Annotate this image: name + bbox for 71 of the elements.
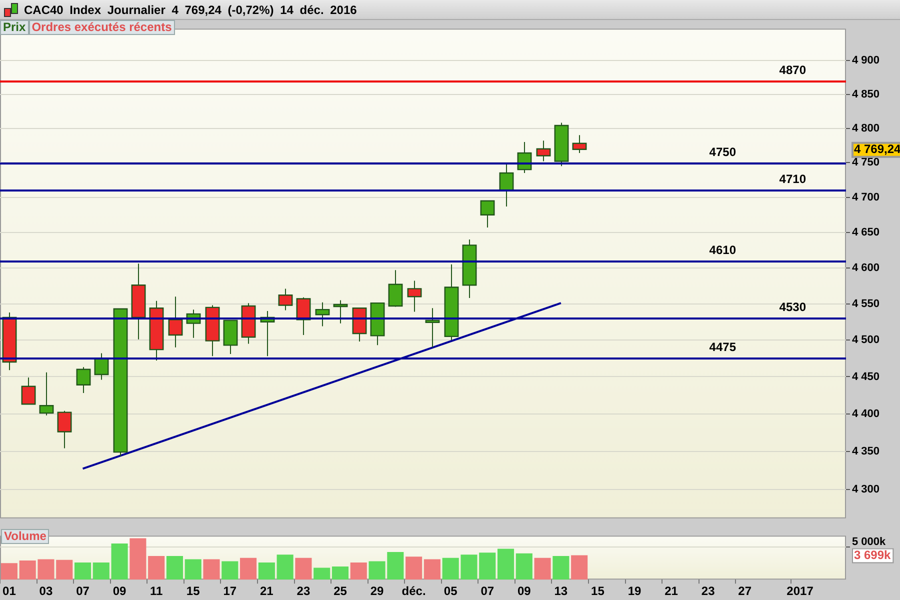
annotation: Ordres exécutés récents	[28, 20, 175, 35]
x-tick-label: déc.	[402, 584, 426, 598]
x-tick-label: 03	[39, 584, 53, 598]
ref-line-label: 4610	[709, 242, 736, 257]
x-tick-label: 23	[296, 584, 310, 598]
bar	[295, 558, 312, 580]
bar	[240, 558, 257, 580]
x-tick-label: 11	[150, 584, 163, 598]
x-tick-label: 09	[517, 584, 532, 598]
x-tick-label: 21	[664, 584, 678, 598]
chart-title: Volume	[1, 529, 50, 544]
x-tick-label: 07	[76, 584, 90, 598]
bar	[497, 548, 514, 580]
x-tick-label: 17	[223, 584, 237, 598]
bar	[552, 556, 570, 580]
bar	[571, 555, 588, 580]
x-tick-label: 15	[591, 584, 605, 598]
bar	[92, 562, 110, 580]
x-tick-label: 21	[260, 584, 274, 598]
x-tick-label: 27	[738, 584, 752, 598]
y-tick-label: 4 500	[852, 334, 880, 346]
y-tick-label: 4 350	[852, 445, 880, 458]
bar	[350, 562, 367, 580]
y-tick-label: 4 700	[852, 191, 880, 204]
ref-line-label: 4870	[779, 62, 806, 77]
x-tick-label: 25	[334, 584, 348, 598]
x-tick-label: 01	[2, 584, 16, 598]
x-tick-label: 29	[370, 584, 384, 598]
annotation: Prix	[0, 20, 29, 35]
ref-line-label: 4530	[779, 300, 806, 314]
bar	[74, 562, 92, 580]
x-tick-label: 23	[701, 584, 716, 598]
y-tick-label: 4 600	[852, 262, 880, 274]
bar	[0, 563, 18, 580]
bar	[258, 562, 275, 580]
y-tick-label: 4 450	[852, 370, 880, 383]
bar	[516, 553, 532, 580]
x-tick-label: 15	[186, 584, 200, 598]
text: 3 699k	[854, 548, 892, 562]
bar	[111, 543, 128, 580]
x-tick-label: 19	[628, 584, 642, 598]
x-tick-label: 05	[444, 584, 458, 598]
y-tick-label: 4 900	[852, 54, 880, 67]
x-tick-label: 2017	[786, 584, 814, 598]
x-tick-label: 13	[554, 584, 568, 598]
bar	[406, 556, 422, 580]
bar	[424, 559, 440, 580]
bar	[314, 568, 330, 580]
bar	[332, 566, 349, 580]
chart-title: CAC40 Index Journalier 4 769,24 (-0,72%) 14 déc. 2016	[24, 2, 357, 16]
y-tick-label: 4 800	[852, 122, 880, 134]
y-tick-label: 4 400	[852, 408, 880, 420]
ref-line-label: 4750	[709, 144, 736, 159]
bar	[222, 561, 238, 580]
bar	[534, 558, 551, 580]
bar	[276, 554, 294, 580]
y-tick-label: 4 550	[852, 298, 880, 310]
bar	[148, 556, 165, 580]
y-tick-label: 4 300	[852, 483, 880, 496]
ref-line-label: 4475	[709, 340, 736, 354]
bar	[166, 556, 183, 580]
y-tick-label: 5 000k	[852, 536, 887, 548]
bar	[203, 559, 220, 580]
x-tick-label: 07	[480, 584, 494, 598]
ref-line-label: 4710	[779, 172, 806, 186]
y-tick-label: 4 750	[852, 156, 880, 169]
y-tick-label: 4 650	[852, 226, 880, 238]
x-tick-label: 09	[112, 584, 127, 598]
bar	[184, 559, 202, 580]
bar	[130, 538, 146, 580]
y-tick-label: 4 850	[852, 88, 880, 100]
